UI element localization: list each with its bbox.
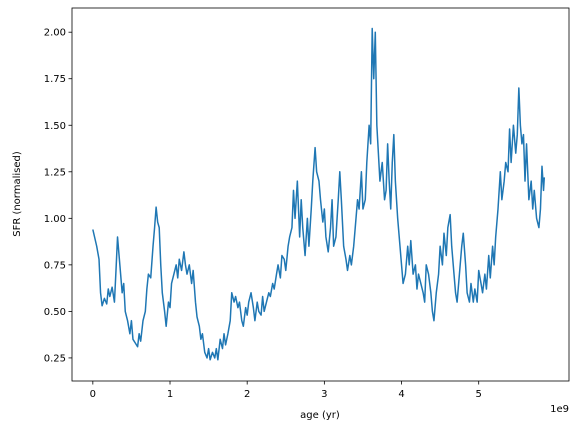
x-tick-label: 5 <box>476 389 482 400</box>
y-tick-label: 1.75 <box>44 74 66 85</box>
y-tick-label: 1.50 <box>44 121 66 132</box>
x-tick-label: 2 <box>244 389 250 400</box>
y-tick-label: 0.25 <box>44 353 66 364</box>
y-tick-label: 1.25 <box>44 167 66 178</box>
y-tick-label: 1.00 <box>44 214 66 225</box>
x-tick-label: 4 <box>398 389 404 400</box>
y-tick-label: 0.50 <box>44 307 66 318</box>
axes-frame <box>71 7 570 382</box>
y-tick-label: 0.75 <box>44 260 66 271</box>
x-tick-label: 1 <box>167 389 173 400</box>
y-axis-label: SFR (normalised) <box>12 151 23 237</box>
y-tick-label: 2.00 <box>44 28 66 39</box>
x-tick-label: 0 <box>90 389 96 400</box>
x-axis-label: age (yr) <box>300 410 340 421</box>
line-series <box>92 27 546 361</box>
x-offset-text: 1e9 <box>550 404 569 415</box>
x-tick-label: 3 <box>321 389 327 400</box>
